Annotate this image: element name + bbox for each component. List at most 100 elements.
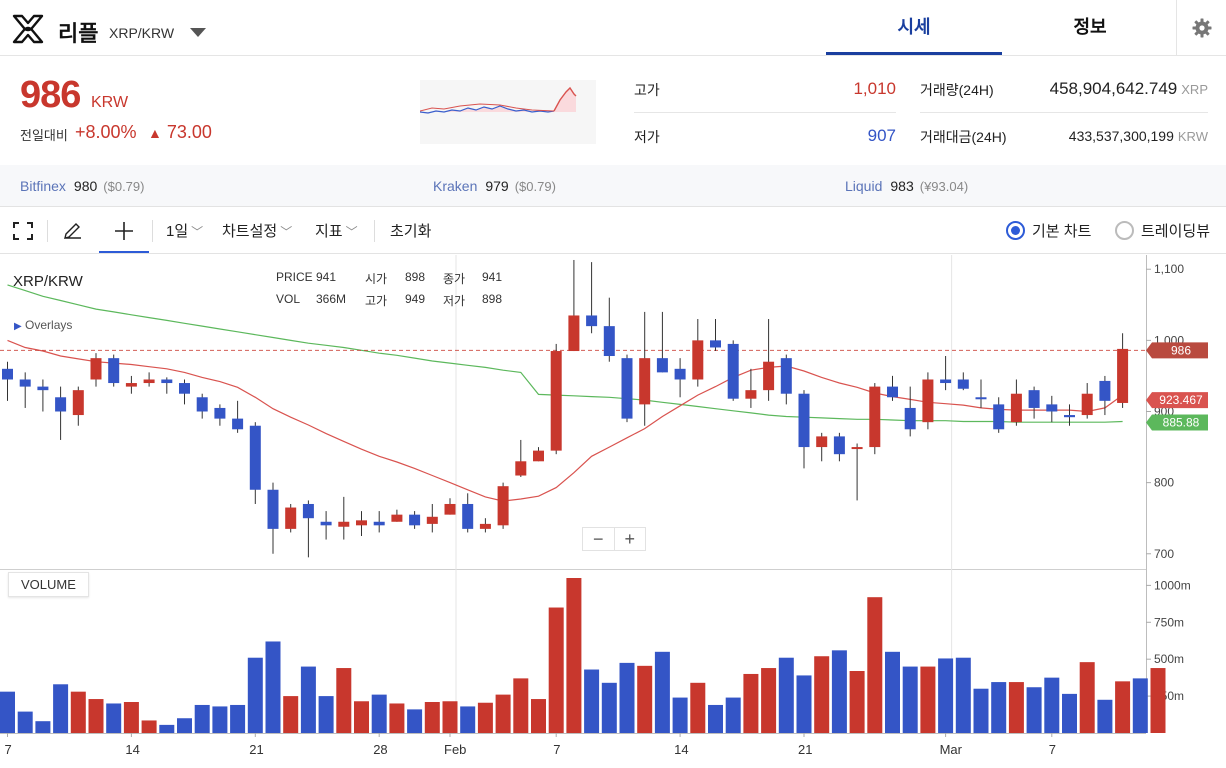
readout-open: 898 bbox=[405, 270, 426, 284]
amount-label: 거래대금(24H) bbox=[920, 129, 1007, 145]
tab-price[interactable]: 시세 bbox=[826, 0, 1002, 55]
tab-info[interactable]: 정보 bbox=[1073, 17, 1107, 37]
volume-bar bbox=[672, 697, 688, 733]
crosshair-tool[interactable] bbox=[99, 208, 149, 253]
chevron-down-icon: ﹀ bbox=[191, 225, 204, 239]
basic-chart-label[interactable]: 기본 차트 bbox=[1032, 223, 1092, 240]
indicators-select[interactable]: 지표 ﹀ bbox=[315, 223, 358, 240]
candle-body bbox=[816, 436, 828, 448]
low-value: 907 bbox=[867, 126, 896, 145]
x-tick-label: 21 bbox=[798, 742, 812, 757]
volume-bar bbox=[796, 675, 812, 733]
volume-bar bbox=[849, 671, 865, 733]
candle-body bbox=[108, 358, 120, 384]
volume-bar bbox=[88, 699, 104, 733]
volume-bar bbox=[885, 651, 900, 733]
chart-settings-select[interactable]: 차트설정 ﹀ bbox=[222, 223, 293, 240]
candle-body bbox=[533, 450, 544, 462]
volume-bar bbox=[778, 657, 794, 733]
reset-button[interactable]: 초기화 bbox=[390, 223, 432, 240]
change-label: 전일대비 bbox=[20, 128, 68, 143]
y-tick-label: 1,100 bbox=[1154, 262, 1184, 276]
zoom-out-button[interactable]: − bbox=[583, 528, 615, 550]
triangle-up-icon: ▲ bbox=[148, 125, 162, 141]
interval-select[interactable]: 1일 ﹀ bbox=[166, 223, 204, 240]
candle-body bbox=[957, 379, 969, 389]
candle-body bbox=[143, 379, 155, 384]
basic-chart-radio[interactable] bbox=[1006, 221, 1025, 240]
ma-short-tag: 923.467 bbox=[1159, 393, 1203, 407]
change-percent: +8.00% bbox=[75, 122, 137, 142]
candle-body bbox=[462, 503, 474, 529]
triangle-right-icon: ▶ bbox=[14, 321, 22, 332]
candle-body bbox=[1099, 380, 1111, 401]
sparkline-chart bbox=[420, 80, 596, 144]
divider bbox=[634, 112, 896, 113]
zoom-in-button[interactable]: + bbox=[624, 529, 635, 549]
readout-close-label: 종가 bbox=[443, 272, 466, 286]
volume-bar bbox=[194, 704, 210, 733]
volume-bar bbox=[548, 607, 564, 733]
candle-body bbox=[249, 425, 261, 490]
pencil-icon[interactable] bbox=[61, 220, 83, 242]
divider bbox=[920, 112, 1208, 113]
ma-short-line bbox=[7, 339, 1123, 502]
volume-title: VOLUME bbox=[8, 572, 89, 597]
volume-bar bbox=[690, 682, 706, 733]
volume-bar bbox=[725, 697, 741, 733]
candle-body bbox=[710, 340, 721, 348]
volume-bar bbox=[920, 666, 936, 733]
volume-bar bbox=[566, 578, 582, 733]
amount-value: 433,537,300,199 KRW bbox=[1068, 128, 1208, 144]
volume-value: 458,904,642.749 XRP bbox=[1049, 79, 1208, 98]
volume-bar bbox=[1026, 687, 1042, 733]
x-tick-label: 7 bbox=[5, 742, 12, 757]
price-chart[interactable]: 1,100 1,000 900 800 700 1000m 750m 500m 250m 7 14 2… bbox=[0, 255, 1226, 768]
candle-body bbox=[444, 503, 456, 515]
fullscreen-icon[interactable] bbox=[12, 221, 34, 241]
volume-bar bbox=[318, 696, 334, 733]
candle-body bbox=[851, 447, 863, 450]
settings-button[interactable] bbox=[1176, 0, 1226, 55]
candle-body bbox=[603, 326, 615, 357]
candle-body bbox=[745, 390, 757, 399]
candle-body bbox=[356, 520, 367, 526]
volume-bar bbox=[70, 691, 86, 733]
candle-body bbox=[1064, 415, 1075, 418]
exchange-liquid: Liquid 983 (¥93.04) bbox=[845, 178, 969, 194]
crosshair-icon bbox=[115, 222, 133, 240]
volume-bar bbox=[159, 724, 175, 733]
volume-bar bbox=[955, 657, 971, 733]
volume-bar bbox=[902, 666, 918, 733]
volume-bar bbox=[531, 699, 546, 733]
volume-bar bbox=[0, 691, 15, 733]
chevron-down-icon[interactable] bbox=[190, 28, 206, 37]
candle-body bbox=[515, 461, 527, 476]
tradingview-label[interactable]: 트레이딩뷰 bbox=[1141, 223, 1211, 240]
candle-body bbox=[90, 358, 102, 380]
x-tick-label: 21 bbox=[249, 742, 263, 757]
tradingview-radio[interactable] bbox=[1115, 221, 1134, 240]
candle-body bbox=[1117, 348, 1129, 403]
current-price: 986 bbox=[20, 74, 81, 116]
overlays-toggle[interactable]: ▶ Overlays bbox=[14, 318, 73, 332]
volume-bar bbox=[654, 651, 670, 733]
volume-bar bbox=[460, 706, 476, 733]
volume-tick-label: 1000m bbox=[1154, 578, 1191, 592]
candle-body bbox=[1028, 390, 1040, 408]
candle-body bbox=[869, 386, 881, 448]
low-label: 저가 bbox=[634, 129, 660, 145]
candle-body bbox=[550, 351, 562, 451]
volume-bar bbox=[761, 668, 777, 733]
y-tick-label: 700 bbox=[1154, 547, 1174, 561]
volume-bar bbox=[407, 709, 423, 733]
chart-toolbar: 1일 ﹀ 차트설정 ﹀ 지표 ﹀ 초기화 기본 차트 트레이딩뷰 bbox=[0, 208, 1226, 254]
exchange-bitfinex: Bitfinex 980 ($0.79) bbox=[20, 178, 145, 194]
ma-long-tag-bg bbox=[1146, 414, 1208, 431]
candle-body bbox=[479, 523, 491, 529]
coin-pair[interactable]: XRP/KRW bbox=[109, 25, 175, 41]
current-price-tag-bg bbox=[1146, 342, 1208, 359]
volume-bar bbox=[442, 701, 458, 733]
candle-body bbox=[568, 315, 580, 352]
